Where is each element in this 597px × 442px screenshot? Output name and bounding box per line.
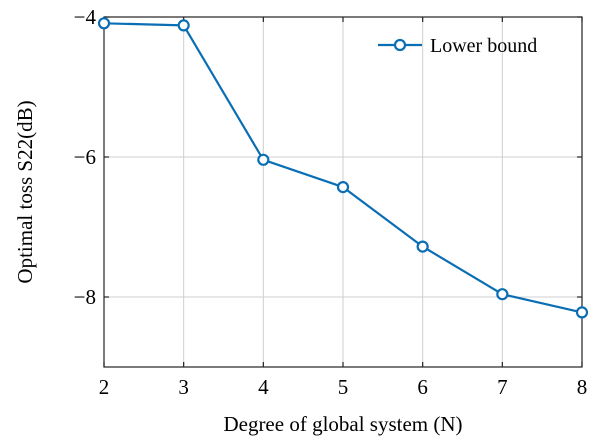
data-point: [416, 240, 429, 253]
x-tick-label: 5: [338, 375, 349, 399]
x-axis-label: Degree of global system (N): [223, 412, 462, 436]
x-tick-label: 2: [99, 375, 110, 399]
x-tick-label: 8: [577, 375, 588, 399]
x-tick-labels: 2 3 4 5 6 7 8: [99, 375, 588, 399]
data-point: [257, 153, 270, 166]
data-point: [177, 19, 190, 32]
y-tick-label: −4: [74, 5, 97, 29]
legend-label: Lower bound: [430, 35, 537, 57]
data-point: [97, 17, 111, 30]
y-tick-label: −8: [74, 285, 96, 309]
y-tick-labels: −4 −6 −8: [74, 5, 97, 309]
series-layer: [97, 17, 589, 319]
data-point: [496, 288, 509, 301]
x-tick-label: 7: [497, 375, 508, 399]
y-tick-label: −6: [74, 145, 96, 169]
x-tick-label: 4: [258, 375, 269, 399]
y-axis-label: Optimal toss S22(dB): [13, 100, 37, 283]
data-point: [336, 181, 350, 194]
data-point: [575, 306, 589, 319]
x-tick-label: 3: [178, 375, 189, 399]
legend-marker-sample: [393, 38, 407, 52]
legend: Lower bound: [378, 35, 537, 57]
x-tick-label: 6: [417, 375, 428, 399]
